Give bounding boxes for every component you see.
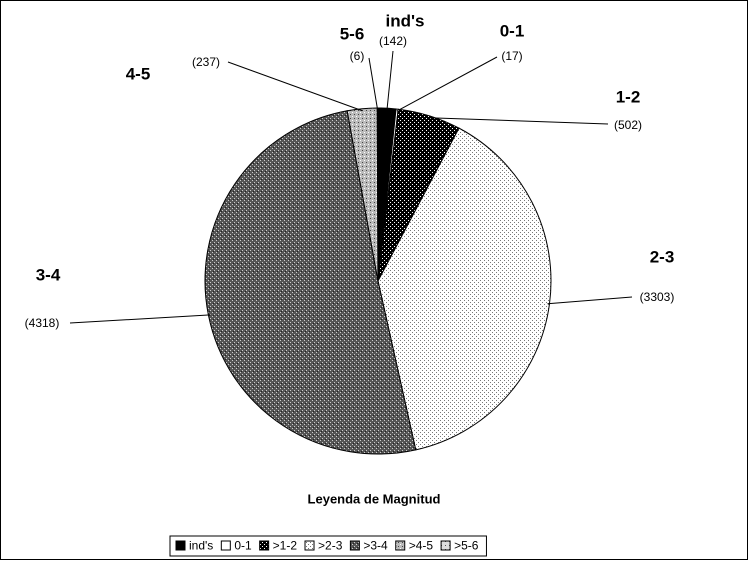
slice-label: 4-5: [126, 64, 151, 83]
slice-label: 2-3: [650, 247, 675, 266]
leader-line: [547, 296, 633, 305]
legend-swatch: [349, 540, 360, 551]
legend-label: >4-5: [409, 539, 434, 553]
leader-line: [227, 61, 363, 112]
value-label: (142): [379, 34, 407, 48]
legend-swatch: [220, 540, 231, 551]
leader-line: [386, 50, 394, 111]
leader-line: [368, 57, 379, 111]
value-label: (3303): [640, 290, 675, 304]
legend-swatch: [304, 540, 315, 551]
legend-box: [169, 535, 487, 557]
slice-label: 5-6: [340, 24, 365, 43]
value-label: (502): [614, 118, 642, 132]
leader-line: [396, 56, 498, 112]
leader-line: [69, 314, 211, 324]
slice-label: 1-2: [616, 87, 641, 106]
slice-label: ind's: [386, 11, 425, 30]
legend-title: Leyenda de Magnitud: [308, 491, 441, 506]
slice-label: 3-4: [36, 265, 61, 284]
value-label: (17): [501, 49, 522, 63]
legend-label: >1-2: [273, 539, 298, 553]
value-label: (6): [350, 49, 365, 63]
legend-label: >2-3: [318, 539, 343, 553]
slice-label: 0-1: [500, 21, 525, 40]
legend-swatch: [440, 540, 451, 551]
legend-label: 0-1: [234, 539, 252, 553]
legend-swatch: [175, 540, 186, 551]
legend-swatch: [395, 540, 406, 551]
legend-swatch: [259, 540, 270, 551]
legend-label: >3-4: [363, 539, 388, 553]
legend-label: ind's: [189, 539, 213, 553]
value-label: (4318): [25, 316, 60, 330]
legend-label: >5-6: [454, 539, 479, 553]
leader-line: [428, 117, 609, 125]
value-label: (237): [192, 55, 220, 69]
